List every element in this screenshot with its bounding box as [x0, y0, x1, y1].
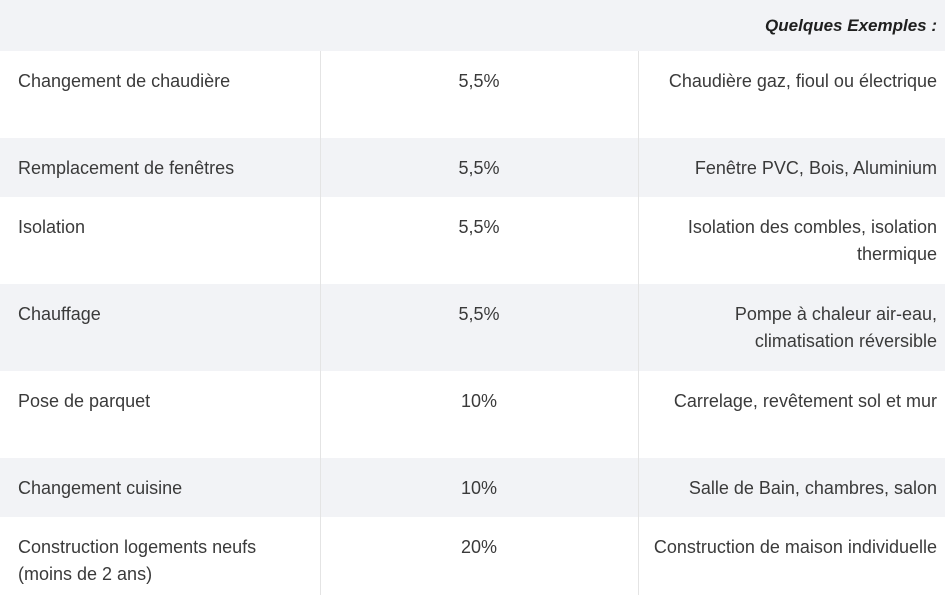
vat-rate-cell: 5,5%	[319, 51, 638, 138]
table-header: Quelques Exemples :	[0, 0, 945, 51]
table-row: Isolation 5,5% Isolation des combles, is…	[0, 197, 945, 284]
table-row: Chauffage 5,5% Pompe à chaleur air-eau, …	[0, 284, 945, 371]
vat-rate-cell: 5,5%	[319, 197, 638, 284]
examples-heading: Quelques Exemples :	[0, 0, 945, 51]
work-type-cell: Changement cuisine	[0, 458, 320, 517]
table-row: Construction logements neufs (moins de 2…	[0, 517, 945, 595]
examples-cell: Pompe à chaleur air-eau, climatisation r…	[637, 284, 945, 371]
work-type-cell: Remplacement de fenêtres	[0, 138, 320, 197]
vat-rate-cell: 10%	[319, 371, 638, 458]
table-row: Pose de parquet 10% Carrelage, revêtemen…	[0, 371, 945, 458]
examples-cell: Salle de Bain, chambres, salon	[637, 458, 945, 517]
work-type-cell: Construction logements neufs (moins de 2…	[18, 537, 257, 584]
table-row: Changement de chaudière 5,5% Chaudière g…	[0, 51, 945, 138]
table-body: Changement de chaudière 5,5% Chaudière g…	[0, 51, 945, 595]
examples-cell: Chaudière gaz, fioul ou électrique	[637, 51, 945, 138]
work-type-cell: Chauffage	[0, 284, 320, 371]
vat-rate-cell: 10%	[319, 458, 638, 517]
table-row: Remplacement de fenêtres 5,5% Fenêtre PV…	[0, 138, 945, 197]
examples-cell: Construction de maison individuelle	[637, 517, 945, 595]
work-type-cell: Isolation	[18, 217, 86, 237]
examples-cell: Carrelage, revêtement sol et mur	[637, 371, 945, 458]
examples-cell: Fenêtre PVC, Bois, Aluminium	[637, 138, 945, 197]
vat-rate-cell: 20%	[319, 517, 638, 595]
vat-rate-cell: 5,5%	[319, 138, 638, 197]
table-row: Changement cuisine 10% Salle de Bain, ch…	[0, 458, 945, 517]
work-type-cell: Pose de parquet	[18, 391, 151, 411]
header-row: Quelques Exemples :	[0, 0, 945, 51]
examples-cell: Isolation des combles, isolation thermiq…	[637, 197, 945, 284]
vat-rate-cell: 5,5%	[319, 284, 638, 371]
work-type-cell: Changement de chaudière	[18, 71, 231, 91]
